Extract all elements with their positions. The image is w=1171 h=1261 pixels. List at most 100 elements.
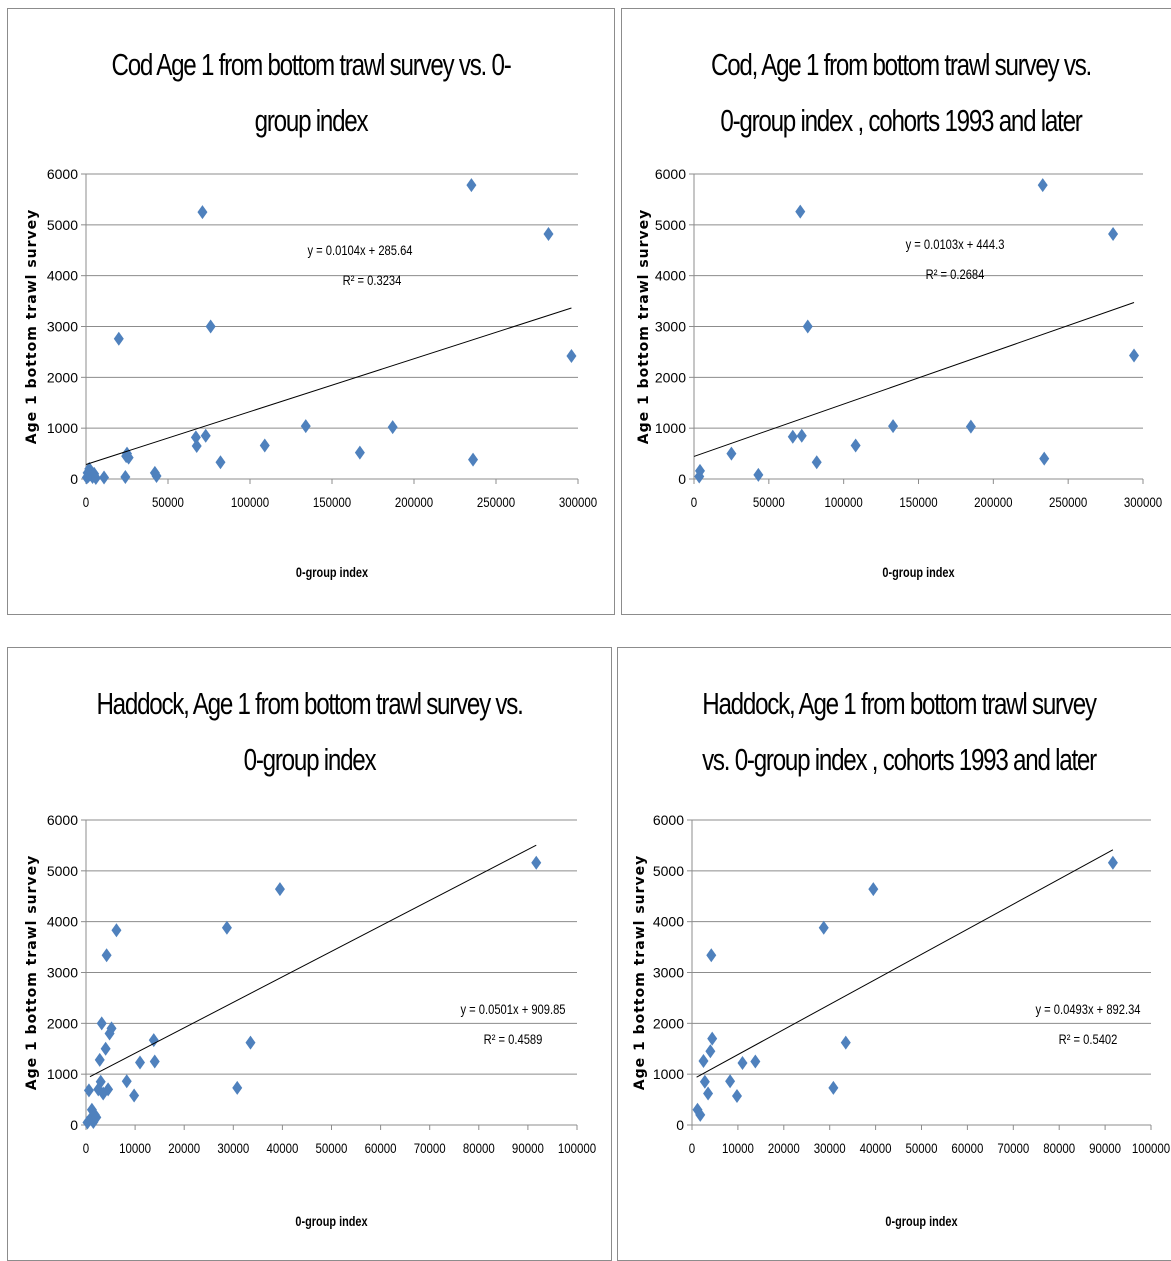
trendline-equation: y = 0.0493x + 892.34 [1035,1002,1140,1017]
data-point [197,205,208,220]
x-tick-label: 70000 [414,1140,446,1156]
r-squared-label: R² = 0.5402 [1059,1032,1118,1047]
y-tick-label: 2000 [655,369,686,385]
data-point [123,450,134,465]
y-tick-label: 3000 [47,319,78,335]
x-tick-label: 80000 [1043,1140,1075,1156]
data-point [725,1074,736,1089]
x-tick-label: 150000 [899,494,937,510]
y-tick-label: 1000 [47,420,78,436]
r-squared-label: R² = 0.3234 [343,273,402,288]
data-point [699,1074,710,1089]
data-point [121,1074,132,1089]
data-point [106,1021,117,1036]
y-tick-label: 3000 [47,965,78,981]
x-axis-label: 0-group index [296,565,368,581]
x-tick-label: 50000 [152,494,184,510]
y-tick-label: 4000 [655,268,686,284]
chart-svg: 0 1000 2000 3000 4000 5000 6000 0 50000 100000 150… [636,166,1162,581]
x-tick-label: 50000 [906,1140,938,1156]
data-point [88,1114,99,1129]
x-tick-label: 40000 [860,1140,892,1156]
data-point [259,438,270,453]
r-squared-label: R² = 0.4589 [484,1032,543,1047]
y-axis-label: Age 1 bottom trawl survey [636,209,652,445]
data-point [91,1110,102,1125]
x-tick-label: 60000 [951,1140,983,1156]
x-tick-label: 50000 [753,494,785,510]
x-tick-label: 40000 [266,1140,298,1156]
x-axis-label: 0-group index [885,1214,957,1230]
data-point [868,882,879,897]
x-axis-label: 0-group index [882,565,954,581]
x-tick-label: 300000 [559,494,597,510]
y-tick-label: 0 [678,471,686,487]
x-tick-label: 100000 [231,494,269,510]
x-tick-label: 30000 [217,1140,249,1156]
data-point [1039,451,1050,466]
trendline [89,844,537,1078]
data-point [96,1016,107,1031]
data-point [531,855,542,870]
data-point [703,1086,714,1101]
x-tick-label: 90000 [1089,1140,1121,1156]
data-point [148,1033,159,1048]
y-tick-label: 2000 [47,1015,78,1031]
data-point [215,455,226,470]
x-tick-label: 20000 [768,1140,800,1156]
data-point [737,1055,748,1070]
y-tick-label: 6000 [47,166,78,182]
x-tick-label: 0 [83,1140,89,1156]
x-tick-label: 100000 [1132,1140,1170,1156]
data-point [90,470,101,485]
y-tick-label: 4000 [653,914,684,930]
data-point [100,1041,111,1056]
x-axis-label: 0-group index [295,1214,367,1230]
chart-title: Haddock, Age 1 from bottom trawl survey … [702,686,1097,777]
y-tick-label: 5000 [653,863,684,879]
data-point [1037,178,1048,193]
data-point [726,446,737,461]
y-tick-label: 5000 [47,217,78,233]
data-point [354,445,365,460]
trendline-equation: y = 0.0103x + 444.3 [906,237,1005,252]
data-point [101,948,112,963]
y-axis-label: Age 1 bottom trawl survey [632,855,648,1091]
data-point [850,438,861,453]
y-tick-label: 5000 [47,863,78,879]
data-point [750,1054,761,1069]
data-point [796,428,807,443]
data-point [191,438,202,453]
data-point [94,1052,105,1067]
data-point [205,319,216,334]
x-tick-label: 30000 [814,1140,846,1156]
data-point [1108,226,1119,241]
data-point [707,1031,718,1046]
x-tick-label: 60000 [365,1140,397,1156]
chart-title: Cod, Age 1 from bottom trawl survey vs. … [710,47,1092,138]
x-tick-label: 0 [689,1140,695,1156]
data-point [705,1044,716,1059]
y-tick-label: 0 [70,1117,78,1133]
x-tick-label: 250000 [477,494,515,510]
data-point [731,1089,742,1104]
x-tick-label: 0 [691,494,697,510]
haddock-all-chart-panel: Haddock, Age 1 from bottom trawl survey … [7,647,612,1261]
data-point [828,1080,839,1095]
data-point [113,331,124,346]
y-tick-label: 5000 [655,217,686,233]
data-point [795,204,806,219]
chart-svg: 0 1000 2000 3000 4000 5000 6000 0 50000 100000 150… [24,166,597,581]
y-tick-label: 6000 [653,812,684,828]
cod-1993-chart-panel: Cod, Age 1 from bottom trawl survey vs. … [621,8,1171,615]
y-tick-label: 6000 [655,166,686,182]
x-tick-label: 200000 [395,494,433,510]
x-tick-label: 10000 [119,1140,151,1156]
data-point [120,469,131,484]
data-point [698,1053,709,1068]
x-tick-label: 50000 [316,1140,348,1156]
data-point [300,419,311,434]
y-axis-label: Age 1 bottom trawl survey [24,855,40,1091]
x-tick-label: 80000 [463,1140,495,1156]
